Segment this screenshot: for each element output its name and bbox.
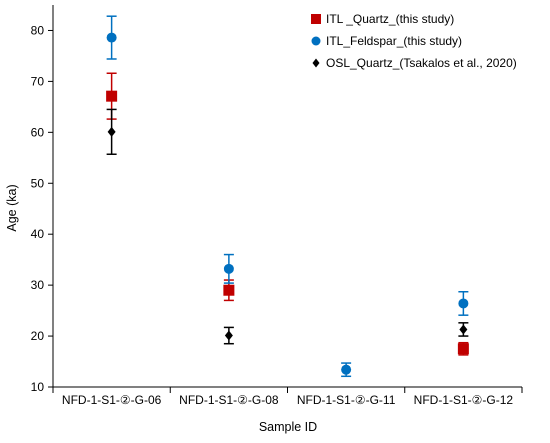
y-tick-label: 10 [31,380,45,394]
data-point [224,330,233,341]
legend-label: ITL _Quartz_(this study) [326,12,454,26]
data-point [223,284,235,296]
legend-label: ITL_Feldspar_(this study) [326,34,462,48]
data-point [106,90,118,102]
y-tick-label: 60 [31,125,45,139]
y-tick-label: 30 [31,278,45,292]
x-tick-label: NFD-1-S1-②-G-06 [62,393,162,407]
y-tick-label: 20 [31,329,45,343]
data-point [341,364,352,375]
y-tick-label: 70 [31,74,45,88]
legend-label: OSL_Quartz_(Tsakalos et al., 2020) [326,56,517,70]
legend: ITL _Quartz_(this study) ITL_Feldspar_(th… [311,12,517,70]
data-point [106,32,117,43]
data-point [457,343,469,355]
x-tick-label: NFD-1-S1-②-G-12 [414,393,514,407]
data-point [458,298,469,309]
legend-item: OSL_Quartz_(Tsakalos et al., 2020) [312,56,517,70]
legend-item: ITL _Quartz_(this study) [311,12,454,26]
y-tick-label: 50 [31,176,45,190]
y-axis-title: Age (ka) [5,184,19,231]
series-1 [106,72,469,356]
series-2 [106,15,469,378]
legend-marker [311,14,321,24]
series-3 [106,108,469,345]
axes: 10 20 30 40 50 60 70 80 NFD-1-S1-②-G-06 NFD-1-S1-… [31,5,523,407]
legend-item: ITL_Feldspar_(this study) [311,34,462,48]
data-point [459,324,468,335]
data-point [107,126,116,137]
legend-marker [311,36,321,46]
y-tick-label: 40 [31,227,45,241]
x-tick-label: NFD-1-S1-②-G-08 [179,393,279,407]
data-point [223,263,234,274]
y-tick-label: 80 [31,23,45,37]
x-tick-label: NFD-1-S1-②-G-11 [297,393,396,407]
data-marks [106,15,469,378]
x-axis-title: Sample ID [259,420,317,434]
legend-marker [312,58,320,68]
